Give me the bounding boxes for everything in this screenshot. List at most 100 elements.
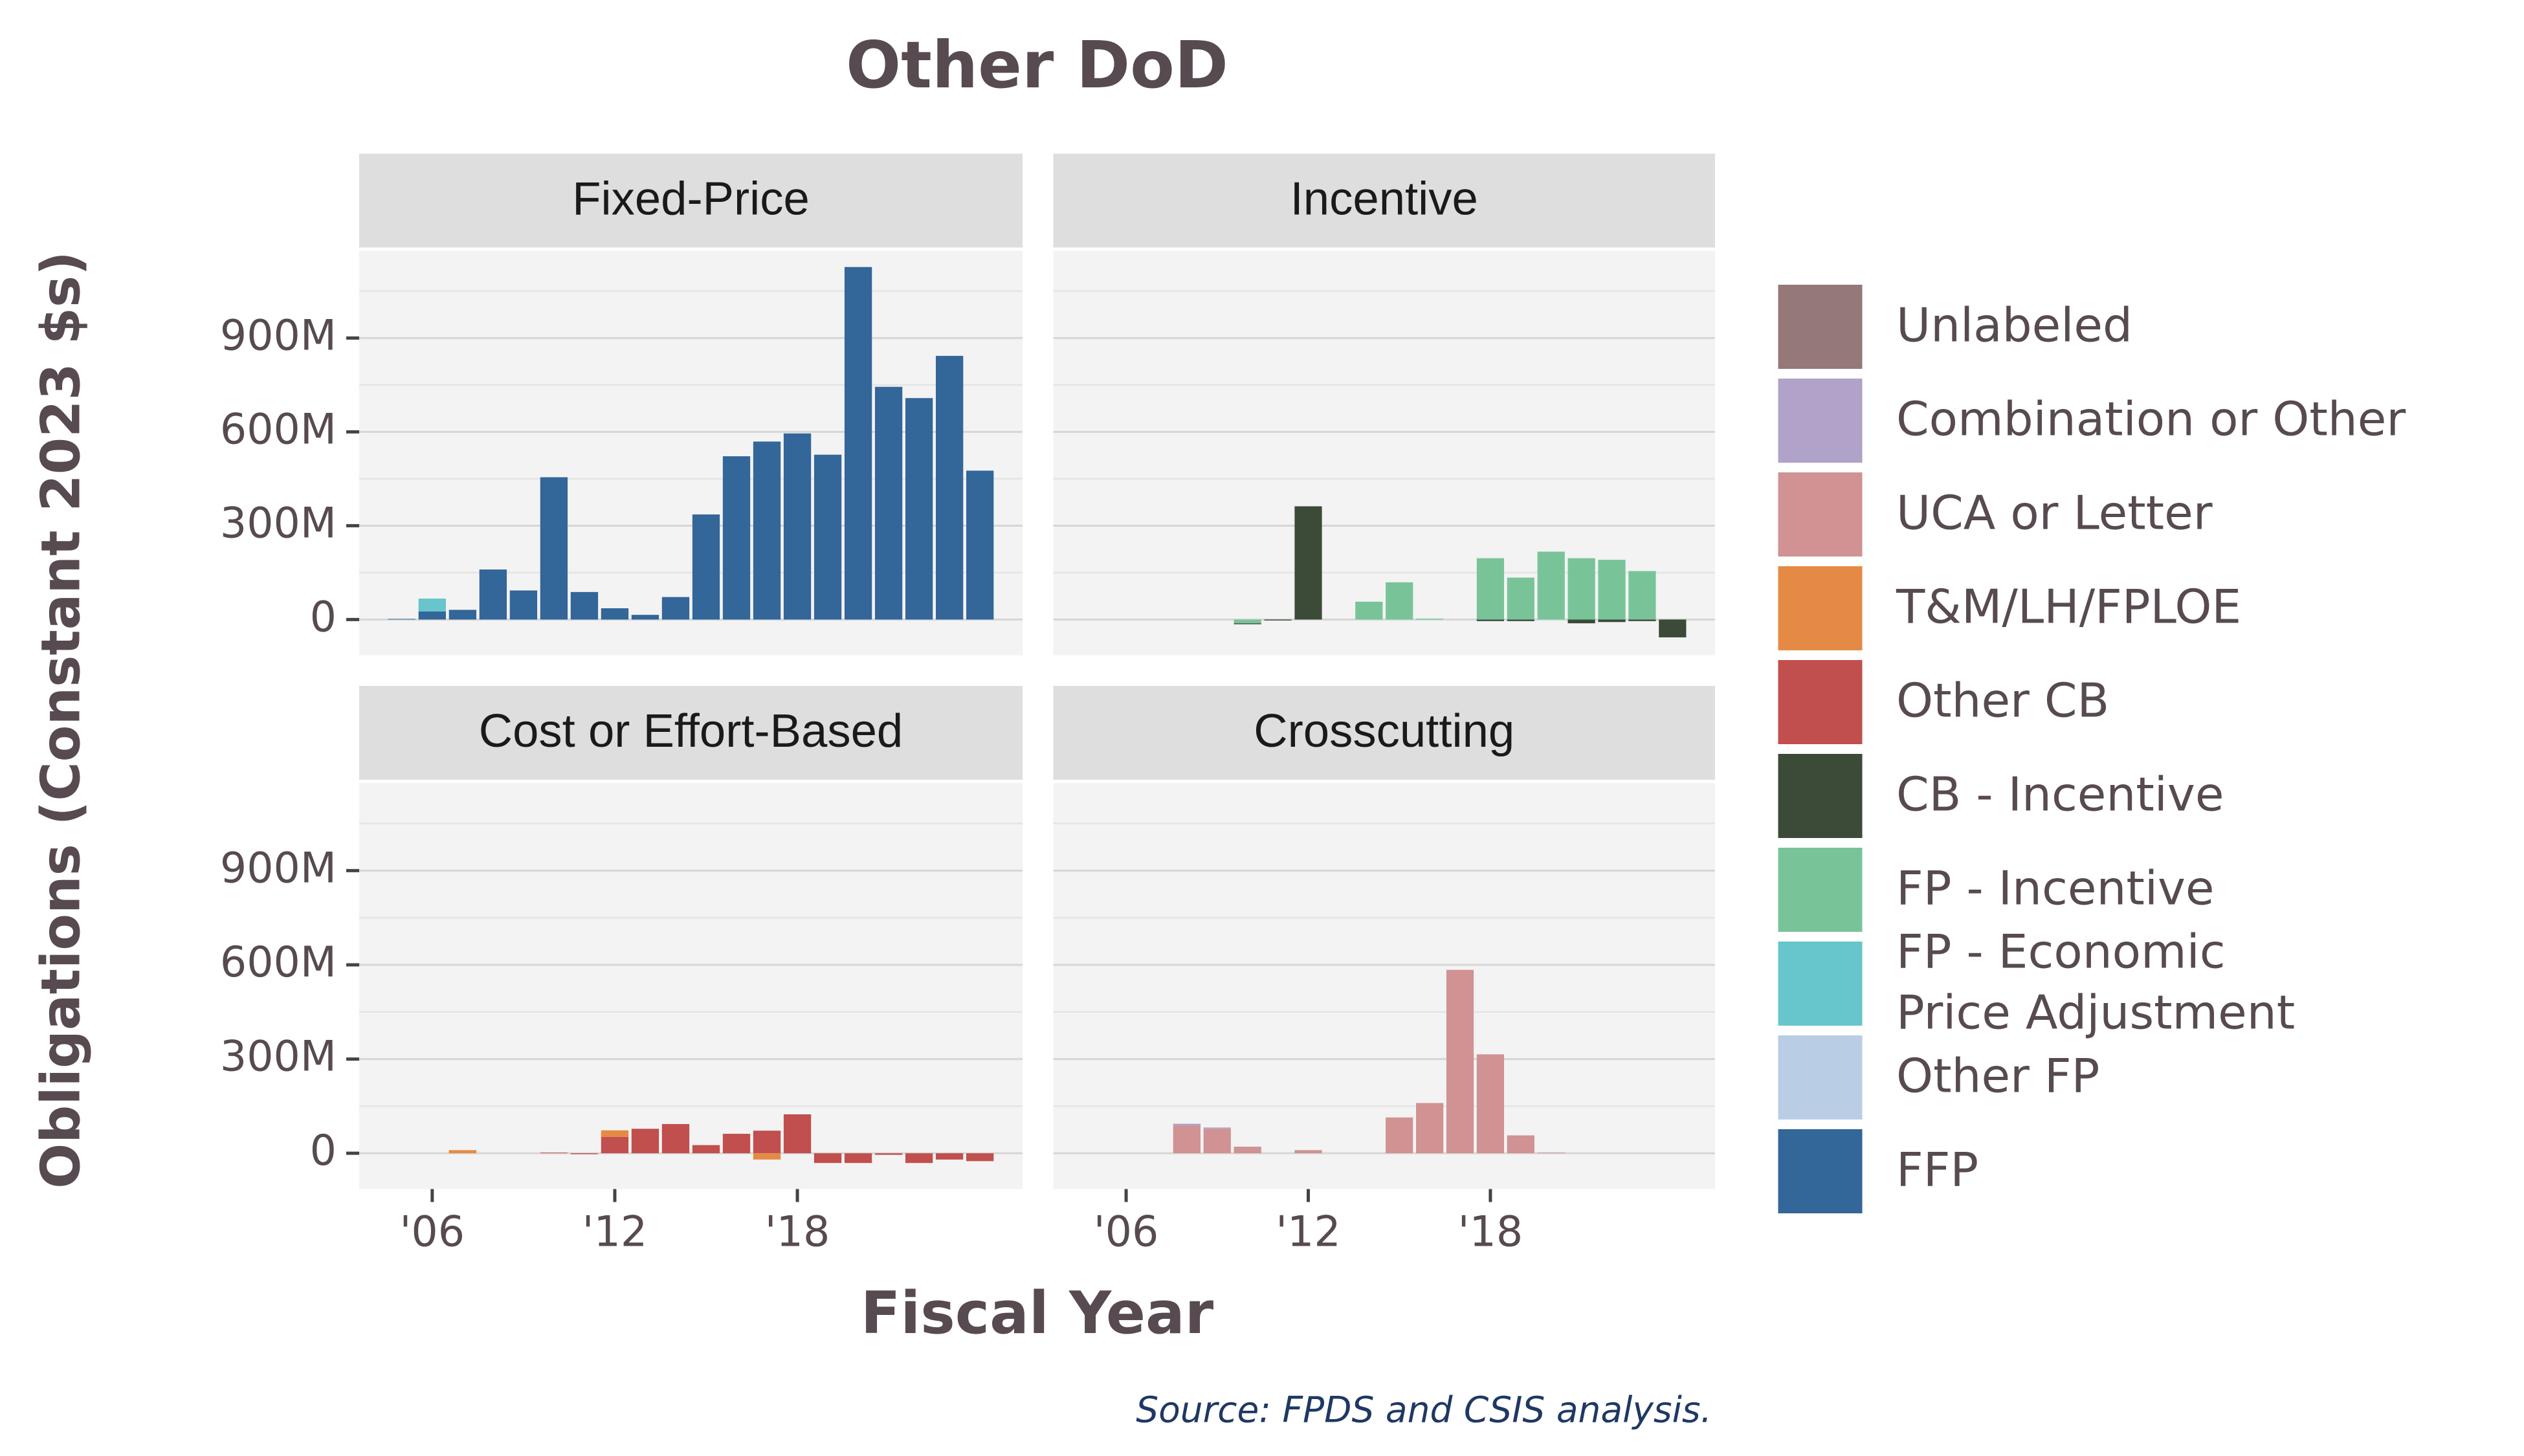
bar-segment xyxy=(692,1145,720,1154)
bar-segment xyxy=(874,386,903,620)
bar-segment xyxy=(1507,619,1534,621)
legend-label: Unlabeled xyxy=(1896,299,2132,353)
bar-segment xyxy=(1234,623,1261,624)
bar-segment xyxy=(966,1153,994,1162)
bar-segment xyxy=(874,1153,903,1155)
strip-background xyxy=(359,153,1023,248)
y-tick-label: 600M xyxy=(220,405,337,454)
legend-swatch xyxy=(1775,844,1866,935)
bar-segment xyxy=(601,1130,629,1137)
legend-swatch xyxy=(1775,281,1866,372)
bar-segment xyxy=(1507,1135,1534,1154)
bar-segment xyxy=(1386,582,1413,620)
x-tick-label: '12 xyxy=(1276,1208,1341,1257)
x-axis-label: Fiscal Year xyxy=(861,1279,1214,1347)
bar-segment xyxy=(1386,1117,1413,1154)
x-tick-label: '12 xyxy=(582,1208,648,1257)
legend-label: Other FP xyxy=(1896,1050,2099,1104)
legend-label: FP - Economic Price Adjustment xyxy=(1896,925,2295,1040)
x-tick-label: '18 xyxy=(1458,1208,1523,1257)
bar-segment xyxy=(570,591,599,620)
legend-label: UCA or Letter xyxy=(1896,487,2213,541)
panel-title: Fixed-Price xyxy=(572,173,810,225)
bar-segment xyxy=(1537,551,1565,620)
bar-segment xyxy=(1234,619,1261,624)
bar-segment xyxy=(753,1131,781,1154)
bar-segment xyxy=(1203,1127,1231,1129)
panel-title: Cost or Effort-Based xyxy=(479,705,903,757)
y-axis-label: Obligations (Constant 2023 $s) xyxy=(30,251,92,1189)
bar-segment xyxy=(1567,619,1595,624)
bar-segment xyxy=(1415,1103,1444,1154)
legend-swatch xyxy=(1775,563,1866,654)
bar-segment xyxy=(1507,577,1534,620)
bar-segment xyxy=(601,1136,629,1154)
legend-swatch xyxy=(1775,1126,1866,1217)
bar-segment xyxy=(722,456,751,620)
legend-label: CB - Incentive xyxy=(1896,768,2224,822)
bar-segment xyxy=(935,355,964,620)
bar-segment xyxy=(966,470,994,620)
bar-segment xyxy=(479,569,507,620)
bar-segment xyxy=(814,454,842,620)
source-note: Source: FPDS and CSIS analysis. xyxy=(1136,1389,1712,1431)
bar-segment xyxy=(418,599,447,612)
chart-title: Other DoD xyxy=(846,27,1228,103)
bar-segment xyxy=(631,615,659,620)
bar-segment xyxy=(1355,601,1383,620)
y-tick-label: 900M xyxy=(220,311,337,360)
bar-segment xyxy=(1628,619,1656,621)
bar-segment xyxy=(783,1114,812,1154)
bar-segment xyxy=(418,611,447,620)
legend-label: FP - Incentive xyxy=(1896,862,2215,916)
bar-segment xyxy=(844,267,872,620)
y-tick-label: 300M xyxy=(220,499,337,547)
bar-segment xyxy=(1294,1150,1322,1154)
legend-label: Other CB xyxy=(1896,674,2109,729)
bar-segment xyxy=(661,1124,690,1154)
bar-segment xyxy=(1628,571,1656,620)
y-tick-label: 0 xyxy=(310,1127,337,1175)
x-tick-label: '06 xyxy=(400,1208,465,1257)
bar-segment xyxy=(1234,1146,1261,1154)
bar-segment xyxy=(935,1153,964,1160)
x-tick-label: '06 xyxy=(1094,1208,1159,1257)
y-tick-label: 600M xyxy=(220,938,337,987)
bar-segment xyxy=(905,1153,933,1164)
legend-swatch xyxy=(1775,375,1866,466)
bar-segment xyxy=(631,1129,659,1154)
bar-segment xyxy=(753,441,781,620)
legend-swatch xyxy=(1775,657,1866,747)
legend-swatch xyxy=(1775,751,1866,841)
bar-segment xyxy=(1598,560,1626,620)
bar-segment xyxy=(601,608,629,620)
bar-segment xyxy=(814,1153,842,1164)
bar-segment xyxy=(844,1153,872,1164)
bar-segment xyxy=(448,1150,477,1154)
bar-segment xyxy=(692,514,720,620)
bar-segment xyxy=(753,1153,781,1160)
legend-swatch xyxy=(1775,469,1866,560)
strip-background xyxy=(1053,686,1715,780)
bar-segment xyxy=(661,597,690,620)
bar-segment xyxy=(1476,1054,1505,1154)
bar-segment xyxy=(1446,969,1474,1154)
bar-segment xyxy=(783,433,812,620)
legend-swatch xyxy=(1775,938,1866,1029)
x-tick-label: '18 xyxy=(765,1208,830,1257)
bar-segment xyxy=(1173,1123,1201,1126)
strip-background xyxy=(359,686,1023,780)
bar-segment xyxy=(722,1134,751,1154)
bar-segment xyxy=(1476,558,1505,620)
bar-segment xyxy=(1173,1125,1201,1154)
bar-segment xyxy=(1598,619,1626,623)
bar-segment xyxy=(1264,619,1292,621)
panel-background xyxy=(1053,783,1715,1189)
bar-segment xyxy=(570,1153,599,1154)
panel-background xyxy=(359,783,1023,1189)
legend-label: T&M/LH/FPLOE xyxy=(1896,580,2241,635)
bar-segment xyxy=(1567,558,1595,620)
bar-segment xyxy=(1476,619,1505,621)
bar-segment xyxy=(905,398,933,620)
